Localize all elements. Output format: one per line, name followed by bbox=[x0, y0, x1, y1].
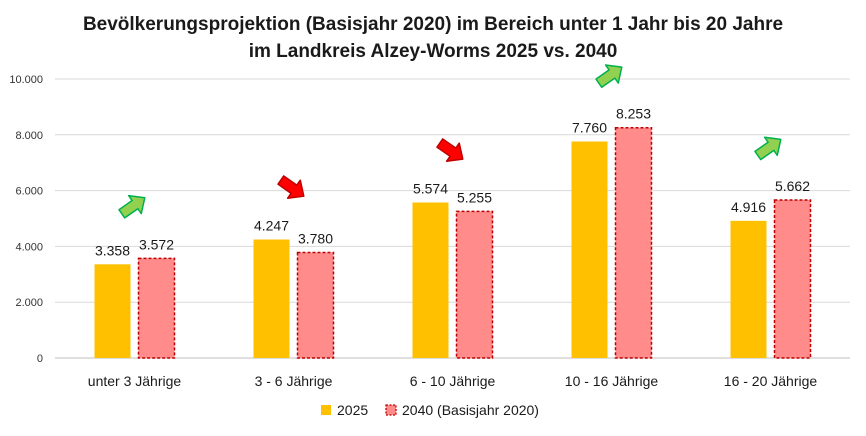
data-label-2025: 5.574 bbox=[413, 180, 448, 196]
trend-down-arrow-icon bbox=[277, 175, 305, 199]
data-label-2040: 5.662 bbox=[775, 178, 810, 194]
x-category-label: 6 - 10 Jährige bbox=[410, 373, 496, 389]
bars bbox=[94, 126, 812, 359]
y-tick-label: 4.000 bbox=[15, 241, 43, 253]
y-tick-label: 2.000 bbox=[15, 297, 43, 309]
trend-up-arrow-icon bbox=[595, 64, 623, 89]
bar-2040 bbox=[137, 257, 176, 359]
x-category-label: 10 - 16 Jährige bbox=[565, 373, 659, 389]
chart-subtitle: im Landkreis Alzey-Worms 2025 vs. 2040 bbox=[249, 41, 618, 62]
y-tick-label: 10.000 bbox=[9, 74, 43, 86]
bar-2040 bbox=[455, 210, 494, 359]
y-tick-label: 6.000 bbox=[15, 186, 43, 198]
bar-2025 bbox=[730, 220, 767, 358]
y-tick-label: 8.000 bbox=[15, 130, 43, 142]
bar-2025 bbox=[412, 202, 449, 358]
data-label-2040: 5.255 bbox=[457, 189, 492, 205]
bar-2040 bbox=[614, 126, 653, 359]
data-label-2040: 3.780 bbox=[298, 231, 333, 247]
data-label-2025: 4.247 bbox=[254, 218, 289, 234]
legend-label-2040: 2040 (Basisjahr 2020) bbox=[402, 402, 539, 418]
data-label-2025: 3.358 bbox=[95, 242, 130, 258]
data-label-2040: 3.572 bbox=[139, 236, 174, 252]
x-axis-categories: unter 3 Jährige 3 - 6 Jährige 6 - 10 Jähri… bbox=[88, 373, 818, 389]
trend-up-arrow-icon bbox=[118, 194, 146, 219]
legend-swatch-2025 bbox=[321, 405, 331, 415]
data-label-2025: 7.760 bbox=[572, 119, 607, 135]
trend-down-arrow-icon bbox=[436, 138, 464, 162]
bar-2025 bbox=[253, 239, 290, 358]
bar-2040 bbox=[773, 199, 812, 359]
legend-label-2025: 2025 bbox=[337, 402, 368, 418]
y-axis-ticks: 0 2.000 4.000 6.000 8.000 10.000 bbox=[9, 74, 43, 365]
gridlines bbox=[55, 78, 850, 359]
trend-arrows bbox=[118, 64, 782, 219]
x-category-label: 16 - 20 Jährige bbox=[724, 373, 818, 389]
data-label-2040: 8.253 bbox=[616, 106, 651, 122]
bar-2025 bbox=[94, 264, 131, 358]
x-category-label: 3 - 6 Jährige bbox=[255, 373, 333, 389]
y-tick-label: 0 bbox=[37, 353, 43, 365]
bar-2040 bbox=[296, 251, 335, 359]
legend-swatch-2040 bbox=[385, 404, 397, 416]
data-label-2025: 4.916 bbox=[731, 199, 766, 215]
legend: 2025 2040 (Basisjahr 2020) bbox=[321, 402, 539, 418]
x-category-label: unter 3 Jährige bbox=[88, 373, 182, 389]
chart-title: Bevölkerungsprojektion (Basisjahr 2020) … bbox=[83, 14, 783, 35]
bar-2025 bbox=[571, 141, 608, 358]
trend-up-arrow-icon bbox=[754, 136, 782, 161]
data-labels: 3.358 3.572 4.247 3.780 5.574 5.255 7.760 8.253… bbox=[95, 106, 810, 259]
